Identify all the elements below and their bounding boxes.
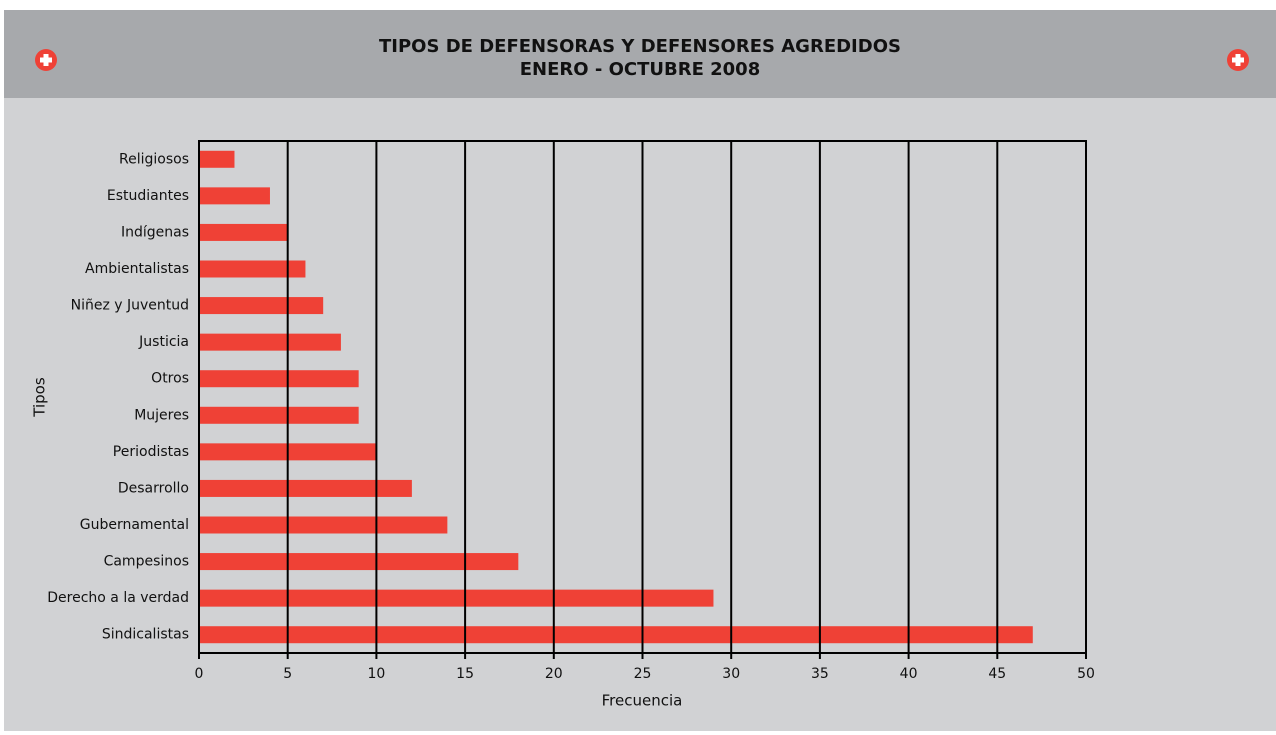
bar [199,516,448,534]
plot-frame [198,140,1087,654]
x-tick-label: 15 [456,666,474,682]
y-tick-label: Niñez y Juventud [71,298,189,314]
bar [199,479,412,497]
bar [199,626,1033,644]
bar [199,150,235,168]
y-tick-label: Mujeres [134,407,189,423]
y-tick-label: Desarrollo [118,480,189,496]
y-tick-label: Campesinos [104,554,189,570]
plus-icon [1227,49,1249,71]
x-tick-label: 10 [367,666,385,682]
bar [199,589,714,607]
chart-title: TIPOS DE DEFENSORAS Y DEFENSORES AGREDID… [379,36,901,57]
y-tick-label: Ambientalistas [85,261,189,277]
x-tick-label: 30 [722,666,740,682]
x-tick-label: 20 [545,666,563,682]
bar [199,223,288,241]
y-tick-label: Sindicalistas [102,627,189,643]
bar [199,370,359,388]
bar [199,333,341,351]
header-band [4,10,1276,98]
x-tick-label: 5 [283,666,292,682]
x-tick-label: 35 [811,666,829,682]
chart-subtitle: ENERO - OCTUBRE 2008 [520,59,760,80]
bar [199,187,270,205]
y-tick-label: Periodistas [113,444,189,460]
bar [199,260,306,278]
y-tick-label: Derecho a la verdad [47,590,189,606]
y-tick-label: Justicia [138,334,189,350]
x-tick-label: 25 [634,666,652,682]
plus-icon [35,49,57,71]
bar [199,297,324,315]
y-tick-label: Gubernamental [80,517,189,533]
x-axis-label: Frecuencia [602,692,683,710]
y-axis-label: Tipos [31,377,49,418]
x-tick-label: 50 [1077,666,1095,682]
bar [199,406,359,424]
y-tick-label: Religiosos [119,151,189,167]
x-tick-label: 45 [988,666,1006,682]
x-tick-label: 40 [900,666,918,682]
y-tick-label: Indígenas [121,224,189,240]
y-tick-label: Estudiantes [107,188,189,204]
x-tick-label: 0 [195,666,204,682]
y-tick-label: Otros [151,371,189,387]
bar [199,553,519,571]
